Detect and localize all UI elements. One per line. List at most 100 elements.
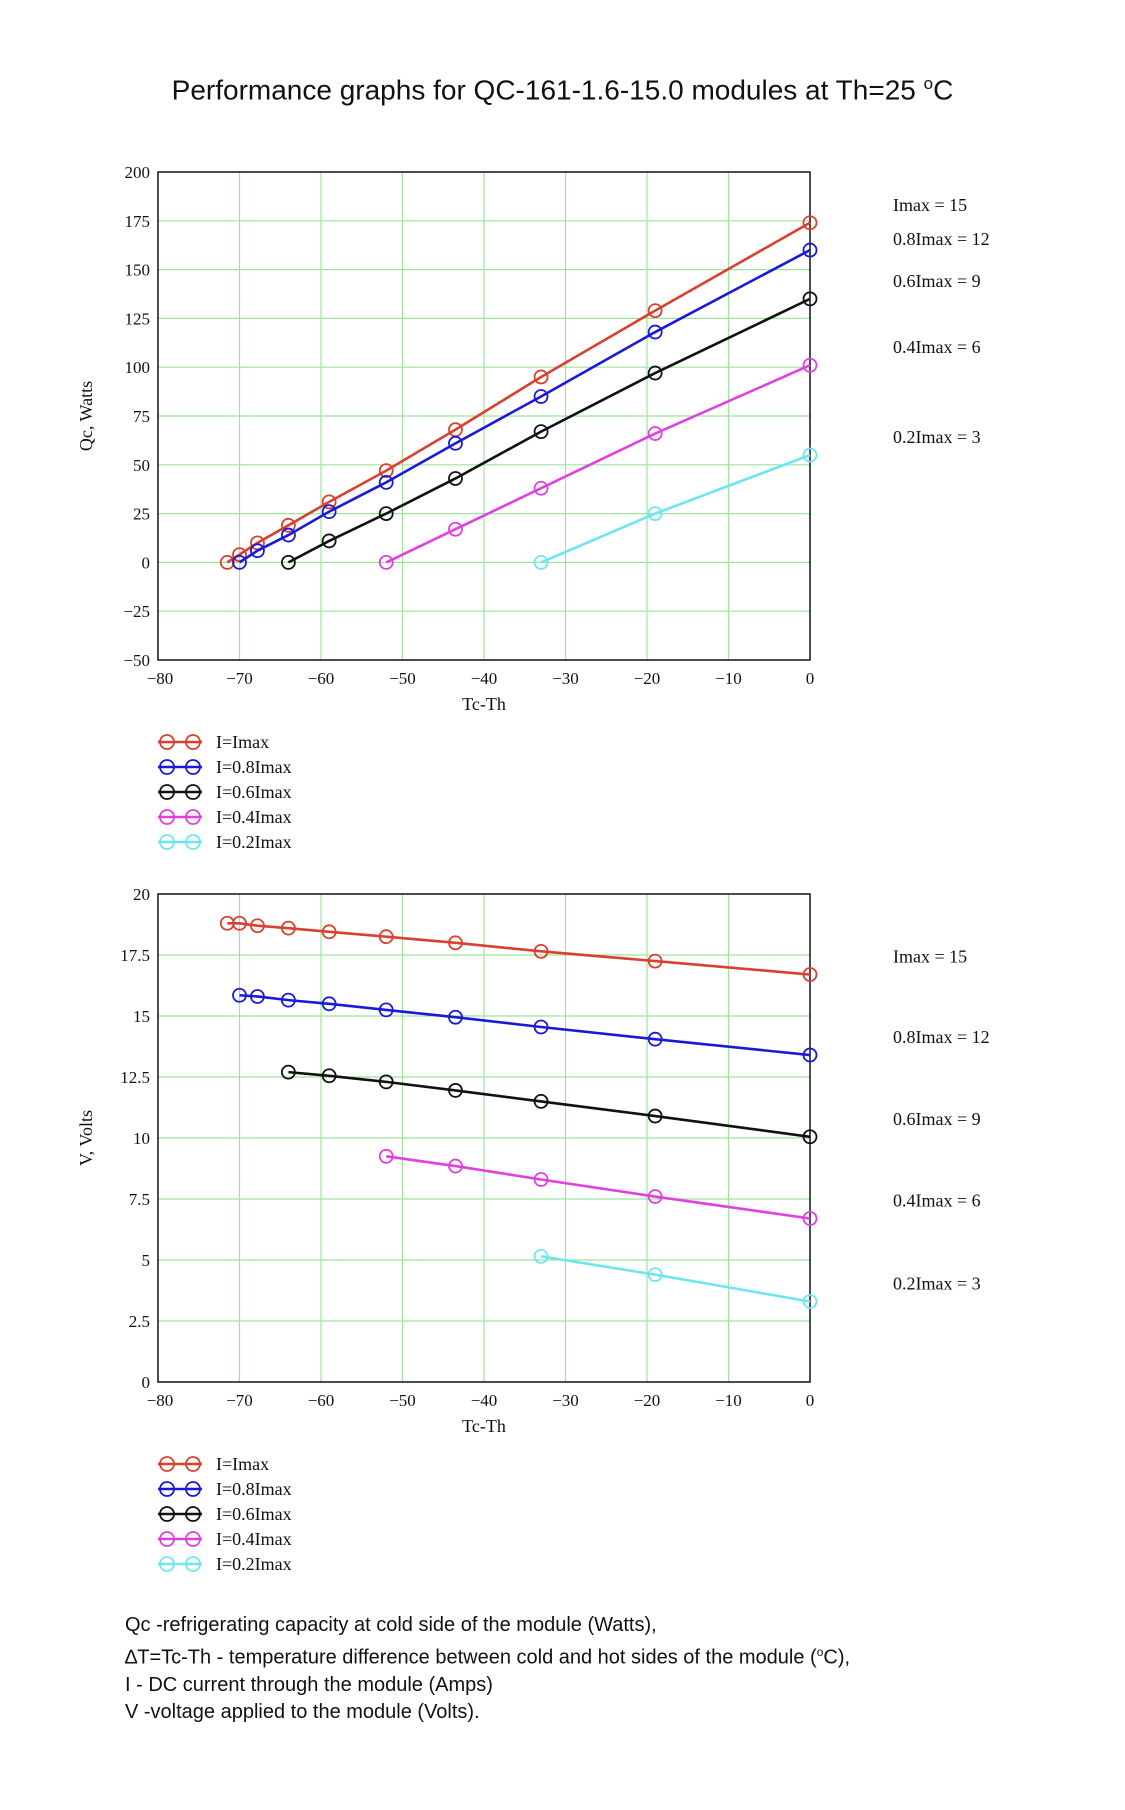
legend-swatch-marker xyxy=(185,784,201,800)
grid-lines xyxy=(158,172,810,660)
legend-item: I=0.4Imax xyxy=(158,807,292,827)
data-point xyxy=(321,494,337,510)
data-point xyxy=(448,435,463,451)
footer-line-dt-text: T=Tc-Th - temperature difference between… xyxy=(137,1646,817,1669)
footer-line-i: I - DC current through the module (Amps) xyxy=(125,1673,493,1696)
series-line xyxy=(385,364,811,564)
y-tick-label: 175 xyxy=(125,212,151,231)
data-point xyxy=(280,517,296,533)
x-axis-label: Tc-Th xyxy=(462,1416,506,1436)
x-tick-label: −50 xyxy=(389,669,416,688)
title-text: Performance graphs for QC-161-1.6-15.0 m… xyxy=(171,74,916,106)
legend-swatch-marker xyxy=(185,1481,201,1497)
legend-label: I=0.4Imax xyxy=(216,807,292,827)
data-point xyxy=(232,915,247,931)
legend-swatch-marker xyxy=(159,784,175,800)
page-title: Performance graphs for QC-161-1.6-15.0 m… xyxy=(0,74,1125,106)
footer-line-v: V -voltage applied to the module (Volts)… xyxy=(125,1700,480,1723)
data-point xyxy=(647,426,663,441)
data-point xyxy=(378,1074,394,1090)
y-tick-label: 0 xyxy=(142,1373,151,1392)
x-axis-label: Tc-Th xyxy=(462,694,506,714)
data-point xyxy=(533,1172,549,1187)
legend-swatch-marker xyxy=(185,1556,201,1572)
data-point xyxy=(250,989,265,1004)
qc-chart: −80 −70 −60 −50 −40 −30 −20 −10 0 −50 −25 0 25 50 75 10… xyxy=(76,163,990,850)
y-tick-label: 50 xyxy=(133,456,150,475)
series-imax08 xyxy=(232,987,818,1063)
y-tick-label: −25 xyxy=(123,602,150,621)
data-point xyxy=(802,242,818,258)
x-tick-label: −20 xyxy=(634,669,661,688)
series-end-label: 0.6Imax = 9 xyxy=(893,271,981,291)
data-point xyxy=(448,521,463,537)
data-point xyxy=(232,554,247,570)
legend-item: I=0.8Imax xyxy=(158,1479,292,1499)
delta-symbol: ∆ xyxy=(125,1646,138,1669)
series-end-label: Imax = 15 xyxy=(893,947,967,967)
data-point xyxy=(533,424,549,440)
data-point xyxy=(802,1129,818,1145)
data-point xyxy=(378,463,394,479)
series-imax02 xyxy=(533,447,818,570)
legend: I=Imax I=0.8Imax I=0.6Imax I=0.4Imax I=0.2Im… xyxy=(158,1454,292,1572)
data-point xyxy=(378,1002,394,1018)
y-tick-label: 20 xyxy=(133,885,150,904)
data-point xyxy=(802,1211,818,1226)
legend-swatch-marker xyxy=(185,1531,201,1547)
data-point xyxy=(250,918,265,934)
data-point xyxy=(448,1083,463,1098)
data-point xyxy=(647,303,663,318)
legend-item: I=0.4Imax xyxy=(158,1529,292,1549)
legend-item: I=Imax xyxy=(158,732,269,752)
series-line xyxy=(239,993,811,1057)
data-point xyxy=(533,389,549,404)
x-tick-label: −40 xyxy=(471,669,498,688)
series-imax04 xyxy=(378,357,818,570)
legend-label: I=0.4Imax xyxy=(216,1529,292,1549)
legend-label: I=0.6Imax xyxy=(216,1504,292,1524)
data-point xyxy=(321,1068,337,1084)
data-point xyxy=(321,924,337,940)
y-tick-label: 15 xyxy=(133,1007,150,1026)
legend-swatch-marker xyxy=(159,734,175,750)
data-point xyxy=(448,1009,463,1025)
series-imax06 xyxy=(280,1064,818,1145)
series-imax02 xyxy=(533,1248,818,1309)
data-point xyxy=(232,987,247,1003)
series-line xyxy=(238,248,811,564)
y-tick-label: 200 xyxy=(125,163,151,182)
data-point xyxy=(378,506,394,522)
y-tick-label: 10 xyxy=(133,1129,150,1148)
x-tick-label: −50 xyxy=(389,1391,416,1410)
legend: I=Imax I=0.8Imax I=0.6Imax I=0.4Imax I=0.2Im… xyxy=(158,732,292,850)
footer-line-qc: Qc -refrigerating capacity at cold side … xyxy=(125,1614,657,1636)
data-point xyxy=(378,474,394,490)
legend-swatch-marker xyxy=(159,834,175,850)
x-tick-label: −10 xyxy=(715,1391,742,1410)
x-tick-label: −70 xyxy=(226,669,253,688)
x-tick-label: −30 xyxy=(552,669,579,688)
series-line xyxy=(540,1255,811,1303)
data-point xyxy=(533,369,549,385)
y-axis-label: Qc, Watts xyxy=(76,381,96,451)
x-tick-label: 0 xyxy=(806,669,815,688)
series-imax08 xyxy=(232,242,818,570)
data-point xyxy=(647,365,663,381)
series-imax06 xyxy=(280,291,818,570)
x-tick-label: −20 xyxy=(634,1391,661,1410)
legend-item: I=0.6Imax xyxy=(158,1504,292,1524)
series-end-label: 0.2Imax = 3 xyxy=(893,1273,981,1293)
data-point xyxy=(533,1093,549,1109)
legend-swatch-marker xyxy=(159,1481,175,1497)
legend-swatch-marker xyxy=(159,1506,175,1522)
legend-swatch-marker xyxy=(159,1456,175,1472)
legend-label: I=Imax xyxy=(216,1454,269,1474)
data-point xyxy=(321,996,337,1012)
data-point xyxy=(802,291,818,307)
data-point xyxy=(448,1158,463,1174)
series-line xyxy=(287,297,811,564)
y-tick-label: 0 xyxy=(142,553,151,572)
legend-item: I=0.6Imax xyxy=(158,782,292,802)
legend-swatch-marker xyxy=(159,759,175,775)
